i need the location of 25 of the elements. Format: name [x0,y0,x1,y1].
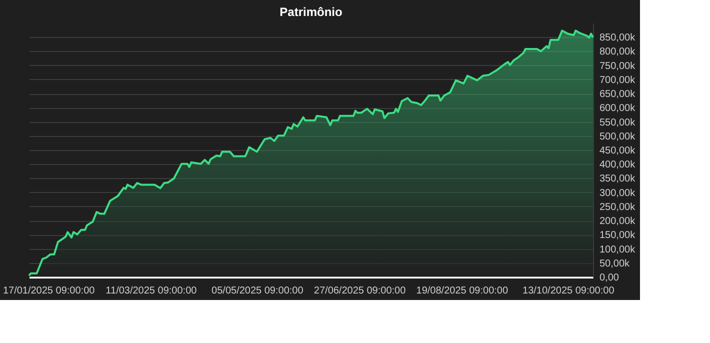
y-tick-label: 750,00k [600,60,636,72]
y-tick-label: 400,00k [600,160,636,171]
y-tick-label: 350,00k [600,174,636,185]
y-tick-label: 650,00k [600,89,636,100]
x-tick-label: 11/03/2025 09:00:00 [106,286,198,296]
y-tick-label: 600,00k [600,103,636,114]
x-tick-label: 13/10/2025 09:00:00 [522,286,615,296]
y-tick-label: 250,00k [600,202,636,213]
y-tick-label: 800,00k [600,46,636,58]
x-tick-label: 17/01/2025 09:00:00 [2,286,96,296]
y-tick-label: 300,00k [600,188,636,199]
y-tick-label: 500,00k [600,131,636,142]
y-tick-label: 550,00k [600,117,636,128]
y-tick-label: 50,00k [600,258,631,270]
y-tick-label: 450,00k [600,146,636,156]
x-tick-label: 27/06/2025 09:00:00 [314,286,406,296]
y-tick-label: 850,00k [600,32,636,44]
x-tick-label: 05/05/2025 09:00:00 [212,286,304,296]
y-tick-label: 0,00 [600,272,620,284]
y-tick-label: 200,00k [600,216,636,228]
y-tick-label: 100,00k [600,244,636,256]
y-tick-label: 700,00k [600,74,636,86]
y-tick-label: 150,00k [600,230,636,242]
chart-title: Patrimônio [280,5,342,19]
x-tick-label: 19/08/2025 09:00:00 [416,286,508,296]
